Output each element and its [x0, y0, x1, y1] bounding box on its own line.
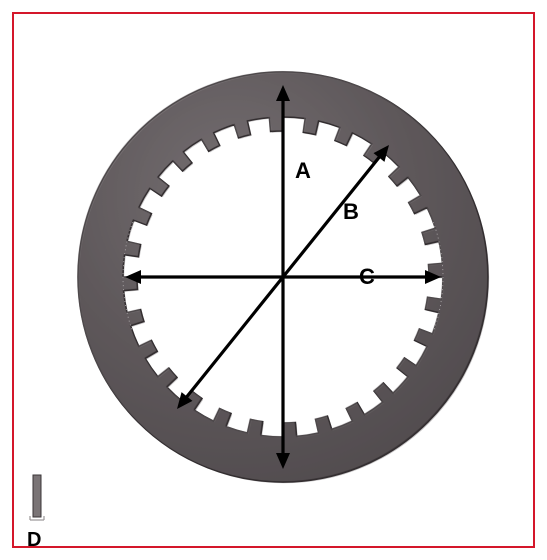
label-a: A — [295, 158, 311, 184]
label-c: C — [359, 264, 375, 290]
diagram-canvas — [14, 14, 537, 550]
label-b: B — [343, 199, 359, 225]
label-d: D — [27, 529, 41, 552]
thickness-marker-d — [30, 475, 44, 520]
diagram-frame: A B C D — [12, 12, 535, 548]
